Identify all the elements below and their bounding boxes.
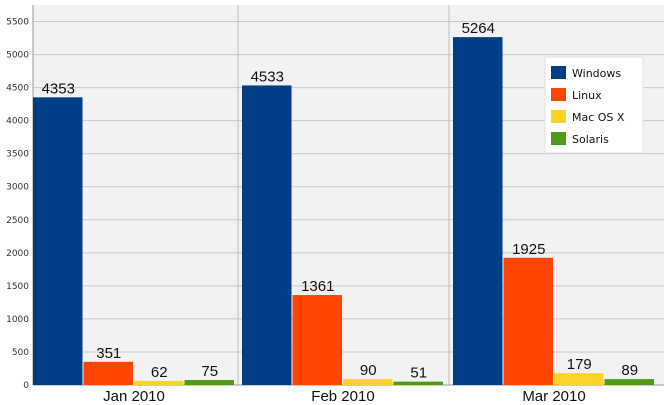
y-tick-label: 0 xyxy=(23,381,29,391)
legend: Windows Linux Mac OS X Solaris xyxy=(544,56,644,154)
bar-windows xyxy=(242,85,292,385)
legend-swatch xyxy=(551,110,566,123)
bar-linux xyxy=(83,361,133,385)
y-tick-label: 1500 xyxy=(6,282,29,292)
x-axis-ticks: Jan 2010 Feb 2010 Mar 2010 xyxy=(103,388,586,405)
x-tick-label: Mar 2010 xyxy=(522,388,585,405)
y-tick-label: 2500 xyxy=(6,216,29,226)
bar-linux xyxy=(503,257,553,385)
data-labels: 4353 351 62 75 4533 1361 90 51 5264 1925 179 89 xyxy=(42,20,639,382)
legend-swatch xyxy=(551,132,566,145)
legend-swatch xyxy=(551,66,566,79)
legend-label: Windows xyxy=(572,67,621,80)
data-label: 62 xyxy=(151,364,168,381)
y-tick-label: 3000 xyxy=(6,183,29,193)
x-tick-label: Feb 2010 xyxy=(311,388,374,405)
bar-mac-os-x xyxy=(554,373,604,385)
data-label: 179 xyxy=(567,356,592,373)
y-tick-label: 3500 xyxy=(6,150,29,160)
x-tick-label: Jan 2010 xyxy=(103,388,165,405)
bar-linux xyxy=(292,295,342,385)
bar-windows xyxy=(33,97,83,385)
data-label: 90 xyxy=(360,362,377,379)
y-tick-label: 1000 xyxy=(6,315,29,325)
data-label: 1361 xyxy=(301,278,334,295)
data-label: 5264 xyxy=(462,20,495,37)
y-tick-label: 5000 xyxy=(6,51,29,61)
data-label: 4353 xyxy=(42,80,75,97)
y-tick-label: 4000 xyxy=(6,117,29,127)
data-label: 351 xyxy=(96,345,121,362)
y-tick-label: 5500 xyxy=(6,18,29,28)
data-label: 89 xyxy=(621,362,638,379)
bar-solaris xyxy=(393,381,443,385)
data-label: 51 xyxy=(410,365,427,382)
bar-solaris xyxy=(604,379,654,385)
data-label: 75 xyxy=(201,363,218,380)
y-tick-label: 500 xyxy=(12,348,29,358)
y-axis-ticks: 0 500 1000 1500 2000 2500 3000 3500 4000 4500 5000… xyxy=(6,18,29,391)
bar-mac-os-x xyxy=(134,380,184,385)
data-label: 4533 xyxy=(251,68,284,85)
bar-windows xyxy=(453,37,503,386)
y-tick-label: 2000 xyxy=(6,249,29,259)
bar-mac-os-x xyxy=(343,379,393,385)
bars xyxy=(33,37,654,386)
bar-solaris xyxy=(184,380,234,385)
legend-label: Solaris xyxy=(572,133,609,146)
legend-label: Mac OS X xyxy=(572,111,625,124)
y-tick-label: 4500 xyxy=(6,84,29,94)
legend-swatch xyxy=(551,88,566,101)
data-label: 1925 xyxy=(512,241,545,258)
legend-label: Linux xyxy=(572,89,602,102)
